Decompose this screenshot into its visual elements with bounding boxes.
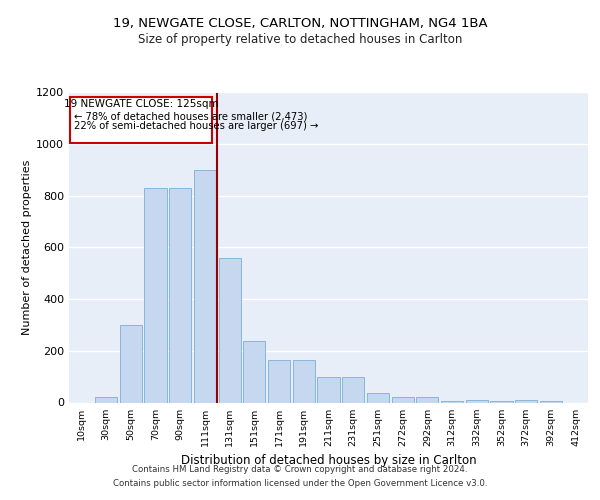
Bar bbox=[119, 325, 142, 402]
Y-axis label: Number of detached properties: Number of detached properties bbox=[22, 160, 32, 335]
Bar bbox=[367, 394, 389, 402]
Bar bbox=[441, 401, 463, 402]
Text: 22% of semi-detached houses are larger (697) →: 22% of semi-detached houses are larger (… bbox=[74, 122, 319, 132]
Bar bbox=[342, 376, 364, 402]
Bar bbox=[392, 398, 414, 402]
Text: ← 78% of detached houses are smaller (2,473): ← 78% of detached houses are smaller (2,… bbox=[74, 111, 307, 121]
X-axis label: Distribution of detached houses by size in Carlton: Distribution of detached houses by size … bbox=[181, 454, 476, 467]
Bar bbox=[169, 188, 191, 402]
Bar bbox=[218, 258, 241, 402]
Text: Contains HM Land Registry data © Crown copyright and database right 2024.
Contai: Contains HM Land Registry data © Crown c… bbox=[113, 466, 487, 487]
Bar bbox=[540, 401, 562, 402]
Text: Size of property relative to detached houses in Carlton: Size of property relative to detached ho… bbox=[138, 32, 462, 46]
Bar bbox=[194, 170, 216, 402]
Bar bbox=[490, 401, 512, 402]
Text: 19, NEWGATE CLOSE, CARLTON, NOTTINGHAM, NG4 1BA: 19, NEWGATE CLOSE, CARLTON, NOTTINGHAM, … bbox=[113, 18, 487, 30]
Bar bbox=[416, 398, 439, 402]
Text: 19 NEWGATE CLOSE: 125sqm: 19 NEWGATE CLOSE: 125sqm bbox=[64, 100, 218, 110]
Bar bbox=[243, 340, 265, 402]
FancyBboxPatch shape bbox=[70, 97, 212, 143]
Bar bbox=[466, 400, 488, 402]
Bar bbox=[317, 376, 340, 402]
Bar bbox=[515, 400, 538, 402]
Bar bbox=[293, 360, 315, 403]
Bar bbox=[268, 360, 290, 403]
Bar bbox=[145, 188, 167, 402]
Bar bbox=[95, 398, 117, 402]
